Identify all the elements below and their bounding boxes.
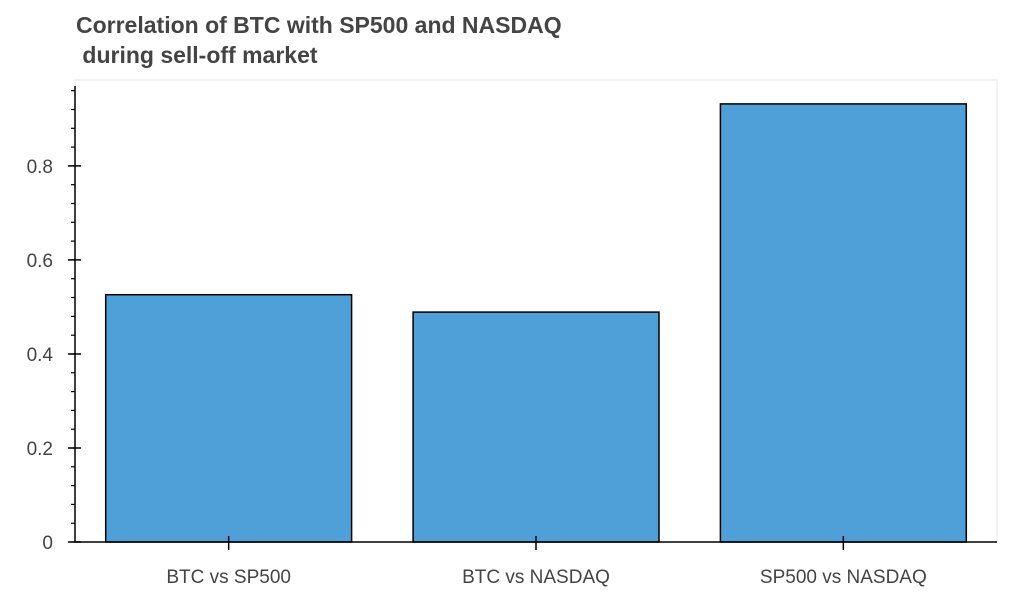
y-tick-label-4: 0.8: [27, 157, 53, 178]
bar-0: [104, 293, 353, 543]
y-tick-label-0: 0: [42, 533, 53, 554]
x-tick-label-2: SP500 vs NASDAQ: [760, 567, 927, 588]
y-axis: 0 0.2 0.4 0.6 0.8: [27, 86, 81, 554]
y-tick-label-1: 0.2: [27, 439, 53, 460]
x-axis: BTC vs SP500 BTC vs NASDAQ SP500 vs NASDAQ: [75, 536, 997, 588]
bar-1: [412, 311, 660, 543]
y-tick-label-3: 0.6: [27, 251, 53, 272]
bar-2: [719, 103, 968, 543]
x-tick-label-1: BTC vs NASDAQ: [462, 567, 610, 588]
x-tick-label-0: BTC vs SP500: [166, 567, 291, 588]
bars: [104, 103, 968, 543]
chart-title: Correlation of BTC with SP500 and NASDAQ…: [76, 12, 562, 68]
y-tick-label-2: 0.4: [27, 345, 54, 366]
